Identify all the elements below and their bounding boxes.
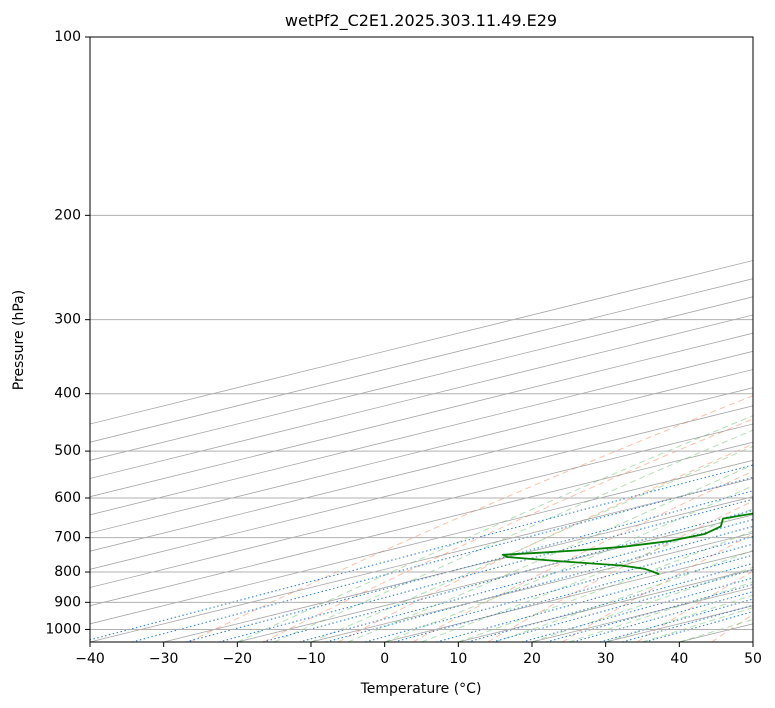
dry-adiabat [263,418,753,642]
dry-adiabat [188,395,753,642]
plot-frame [89,36,754,643]
y-tick-label: 600 [54,490,81,506]
background-lines [90,37,753,642]
isotherm-line [90,441,753,607]
series-layer [501,512,753,576]
x-tick-label: 0 [380,651,389,667]
y-tick-label: 300 [54,312,81,328]
dewpoint-profile-line [501,512,753,576]
chart-title: wetPf2_C2E1.2025.303.11.49.E29 [285,11,557,31]
isotherm-line [90,278,753,443]
x-tick-label: −20 [223,651,253,667]
y-axis-title: Pressure (hPa) [11,290,27,390]
y-tick-label: 700 [54,530,81,546]
y-tick-label: 100 [54,29,81,45]
dry-adiabat [562,533,753,642]
x-tick-label: 30 [597,651,615,667]
x-tick-label: −30 [149,651,179,667]
isotherm-line [90,423,753,588]
isotherm-line [90,387,753,552]
mixing-ratio-line [492,569,753,642]
y-tick-label: 1000 [45,621,81,637]
mixing-ratio-line [436,554,753,642]
y-tick-label: 200 [54,207,81,223]
x-axis: −40 −30 −20 −10 0 10 20 30 40 50 [75,642,762,667]
isotherm-line [310,532,753,642]
mixing-ratio-line [185,490,753,642]
isotherm-line [163,496,753,642]
y-tick-label: 800 [54,564,81,580]
x-axis-title: Temperature (°C) [360,681,482,697]
x-tick-label: −40 [75,651,105,667]
isotherm-line [90,478,753,642]
isotherm-line [90,314,753,479]
isotherm-line [90,332,753,498]
y-axis: 1000 900 800 700 600 500 400 300 200 100 [45,29,90,637]
isotherm-line [90,296,753,461]
mixing-ratio-line [131,476,753,642]
x-tick-label: 10 [449,651,467,667]
moist-adiabat [384,485,753,642]
x-tick-label: 40 [670,651,688,667]
x-tick-label: −10 [296,651,326,667]
isotherm-line [90,405,753,570]
isotherm-line [90,260,753,425]
x-tick-label: 50 [744,651,762,667]
isotherm-line [237,514,753,642]
y-tick-label: 500 [54,443,81,459]
y-tick-label: 400 [54,386,81,402]
y-tick-label: 900 [54,594,81,610]
mixing-ratio-line [365,536,753,642]
dry-adiabat [337,443,753,642]
dry-adiabat [487,500,753,642]
x-tick-label: 20 [523,651,541,667]
isotherm-line [90,459,753,625]
